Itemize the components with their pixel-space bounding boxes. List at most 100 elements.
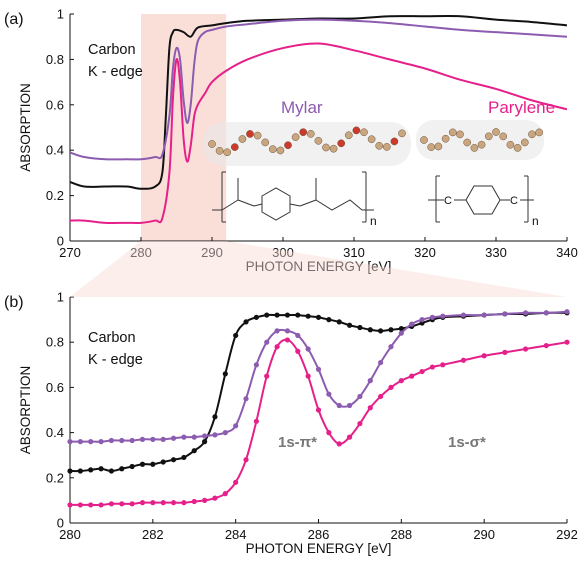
- y-tick-label: 0.4: [46, 425, 64, 440]
- data-point-parylene: [274, 344, 280, 350]
- data-point-parylene: [170, 500, 177, 506]
- molecule-atom: [246, 130, 254, 138]
- data-point-parylene: [502, 349, 508, 355]
- data-point-parylene: [77, 502, 83, 508]
- subscript-n: n: [532, 214, 539, 228]
- carbon-atom: C: [510, 195, 518, 207]
- data-point-mylar: [543, 310, 549, 316]
- data-point-parylene: [305, 373, 311, 379]
- data-point-mylar: [398, 330, 404, 336]
- data-point-black: [388, 327, 394, 333]
- y-tick-label: 0: [57, 234, 64, 249]
- data-point-mylar: [388, 344, 394, 350]
- x-axis-title: PHOTON ENERGY [eV]: [246, 259, 392, 274]
- molecule-atom: [268, 145, 277, 153]
- data-point-mylar: [274, 328, 280, 334]
- bracket-right: [524, 175, 529, 223]
- y-axis-title: ABSORPTION: [18, 83, 33, 172]
- data-point-black: [67, 468, 73, 474]
- data-point-parylene: [295, 348, 301, 354]
- data-point-parylene: [202, 497, 208, 503]
- molecule-atom: [284, 141, 292, 150]
- data-point-parylene: [460, 357, 467, 363]
- data-point-mylar: [336, 402, 342, 409]
- data-point-parylene: [222, 491, 228, 497]
- data-point-parylene: [88, 502, 94, 508]
- note-carbon: Carbon: [88, 330, 136, 346]
- molecule-atom: [360, 128, 368, 137]
- x-tick-label: 270: [59, 245, 81, 260]
- data-point-black: [274, 312, 280, 318]
- data-point-parylene: [409, 373, 415, 379]
- y-axis-title: ABSORPTION: [18, 366, 33, 455]
- molecule-atom: [492, 128, 500, 136]
- data-point-mylar: [315, 366, 322, 372]
- data-point-mylar: [212, 432, 218, 438]
- data-point-parylene: [429, 364, 435, 370]
- data-point-parylene: [233, 479, 239, 485]
- panel-a: 270 280 290 300 310 320 330 340 0 0.2 0.4 0.6 0.8 1 PH…: [4, 7, 578, 275]
- data-point-parylene: [378, 393, 384, 400]
- series-line-parylene: [70, 42, 567, 225]
- data-point-parylene: [150, 500, 156, 506]
- molecule-atom: [314, 136, 323, 145]
- data-point-black: [212, 414, 218, 420]
- x-tick-label: 292: [556, 527, 578, 542]
- data-point-parylene: [67, 502, 73, 508]
- data-point-parylene: [253, 418, 259, 424]
- molecule-atom: [520, 138, 529, 147]
- data-point-mylar: [264, 339, 270, 345]
- data-point-parylene: [336, 441, 342, 447]
- data-point-parylene: [98, 502, 104, 508]
- molecule-atom: [329, 144, 338, 153]
- data-point-black: [170, 457, 177, 463]
- molecule-atom: [215, 146, 224, 155]
- y-tick-label: 0.6: [46, 97, 64, 112]
- data-point-black: [346, 322, 353, 328]
- molecule-atom: [367, 135, 376, 144]
- data-point-parylene: [357, 420, 363, 427]
- x-tick-label: 320: [414, 245, 436, 260]
- molecule-surface: [416, 120, 544, 160]
- data-point-parylene: [284, 337, 291, 343]
- data-point-black: [233, 332, 239, 339]
- molecule-atom: [434, 142, 443, 151]
- x-tick-label: 280: [130, 245, 152, 260]
- molecule-atom: [322, 143, 330, 152]
- data-point-black: [77, 468, 83, 474]
- mylar-structural-formula: [212, 171, 374, 223]
- data-point-mylar: [460, 312, 467, 318]
- data-point-mylar: [243, 396, 249, 402]
- mylar-molecule-image: [203, 122, 411, 166]
- data-point-black: [295, 312, 301, 318]
- molecule-atom: [456, 130, 464, 139]
- y-tick-label: 0.6: [46, 380, 64, 395]
- molecule-atom: [299, 128, 308, 137]
- data-point-parylene: [129, 501, 135, 507]
- data-point-black: [108, 468, 115, 474]
- carbon-atom: C: [444, 195, 452, 207]
- series-line-mylar: [70, 18, 567, 161]
- data-point-black: [305, 313, 311, 319]
- data-point-parylene: [243, 457, 249, 463]
- molecule-atom: [223, 148, 232, 157]
- molecule-atom: [528, 130, 536, 139]
- data-point-mylar: [129, 437, 135, 444]
- data-point-black: [119, 466, 125, 472]
- data-point-black: [202, 439, 208, 445]
- data-point-mylar: [564, 309, 570, 315]
- data-point-mylar: [429, 314, 435, 320]
- data-point-mylar: [139, 436, 146, 442]
- data-point-black: [98, 466, 104, 472]
- molecule-atom: [484, 132, 493, 141]
- molecule-atom: [441, 134, 450, 143]
- molecule-atom: [513, 144, 522, 152]
- molecule-atom: [352, 126, 361, 135]
- data-point-mylar: [419, 317, 425, 323]
- data-point-black: [398, 326, 404, 332]
- y-tick-label: 0.4: [46, 143, 64, 158]
- molecule-atom: [448, 128, 457, 137]
- molecule-atom: [382, 143, 391, 151]
- data-point-mylar: [326, 391, 332, 397]
